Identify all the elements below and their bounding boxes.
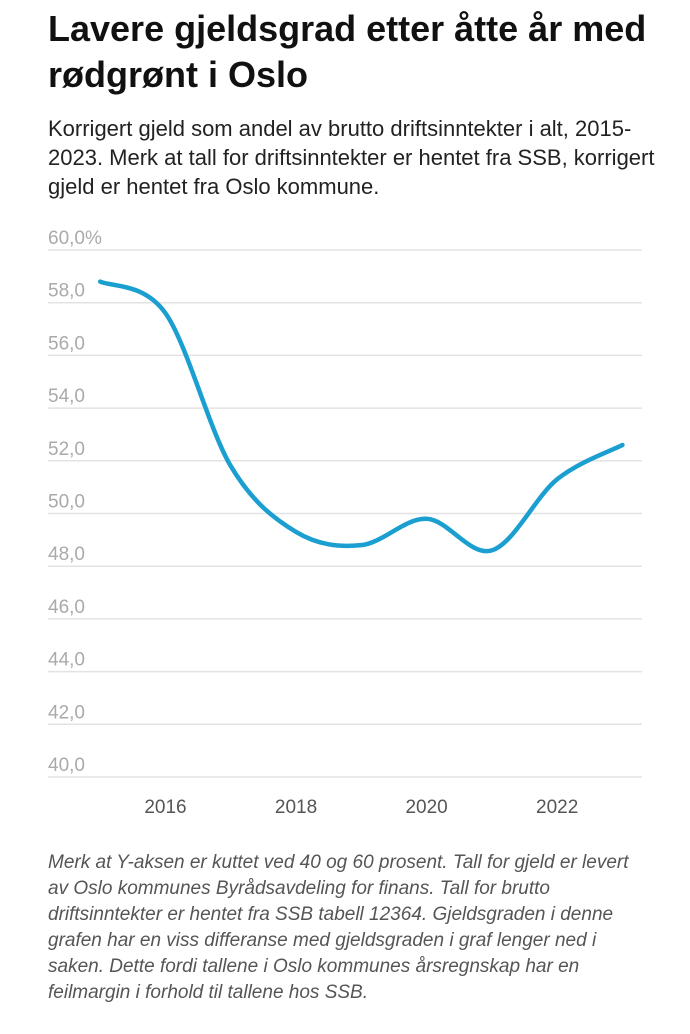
y-tick-label: 46,0 xyxy=(48,597,85,618)
y-tick-label: 54,0 xyxy=(48,386,85,407)
line-chart: 40,0 42,0 44,0 46,0 48,0 50,0 52,0 54,0 56,0 58,0… xyxy=(48,228,642,818)
chart-subtitle: Korrigert gjeld som andel av brutto drif… xyxy=(48,116,655,199)
chart-footnote: Merk at Y-aksen er kuttet ved 40 og 60 p… xyxy=(48,852,629,1003)
y-tick-label: 50,0 xyxy=(48,492,85,513)
y-tick-label: 42,0 xyxy=(48,702,85,723)
chart-title: Lavere gjeldsgrad etter åtte år med rødg… xyxy=(48,8,647,95)
y-tick-label: 40,0 xyxy=(48,755,85,776)
y-tick-label: 52,0 xyxy=(48,439,85,460)
x-tick-label: 2022 xyxy=(536,797,578,818)
x-tick-label: 2018 xyxy=(275,797,317,818)
y-tick-label: 58,0 xyxy=(48,281,85,302)
series-line xyxy=(97,279,625,554)
y-tick-label: 56,0 xyxy=(48,333,85,354)
y-tick-label: 48,0 xyxy=(48,544,85,565)
y-tick-label: 60,0% xyxy=(48,228,102,249)
x-tick-label: 2020 xyxy=(405,797,447,818)
x-tick-label: 2016 xyxy=(144,797,186,818)
y-tick-label: 44,0 xyxy=(48,650,85,671)
